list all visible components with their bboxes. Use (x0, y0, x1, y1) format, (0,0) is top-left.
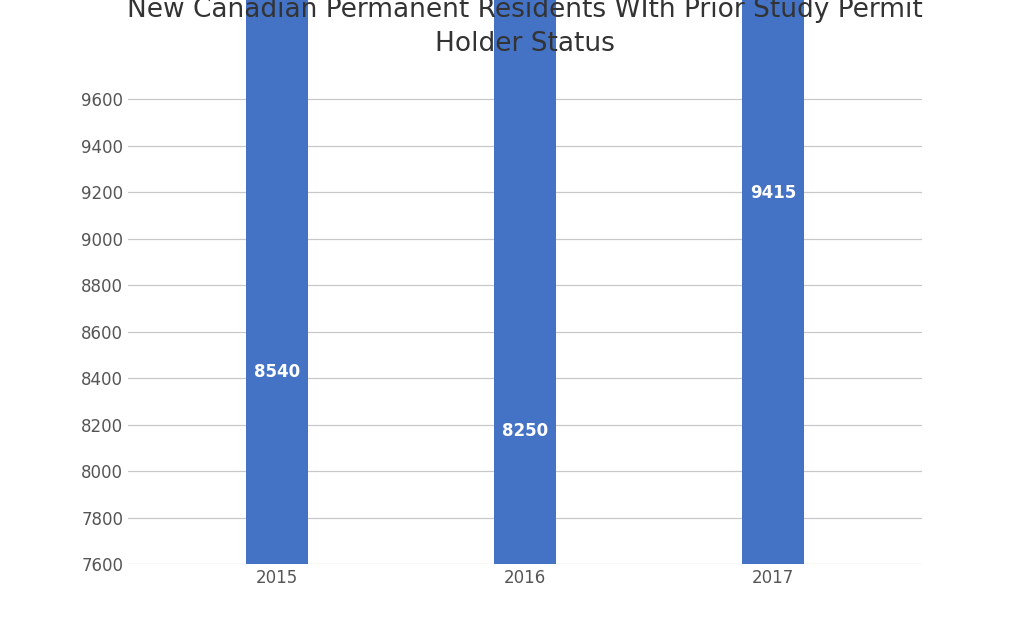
Text: 8250: 8250 (502, 422, 548, 440)
Text: 9415: 9415 (750, 184, 796, 202)
Bar (494, 0, 556, 564)
Text: 8540: 8540 (254, 363, 300, 381)
Title: New Canadian Permanent Residents WIth Prior Study Permit
Holder Status: New Canadian Permanent Residents WIth Pr… (127, 0, 923, 57)
Bar (741, 0, 804, 564)
Bar (246, 0, 308, 564)
